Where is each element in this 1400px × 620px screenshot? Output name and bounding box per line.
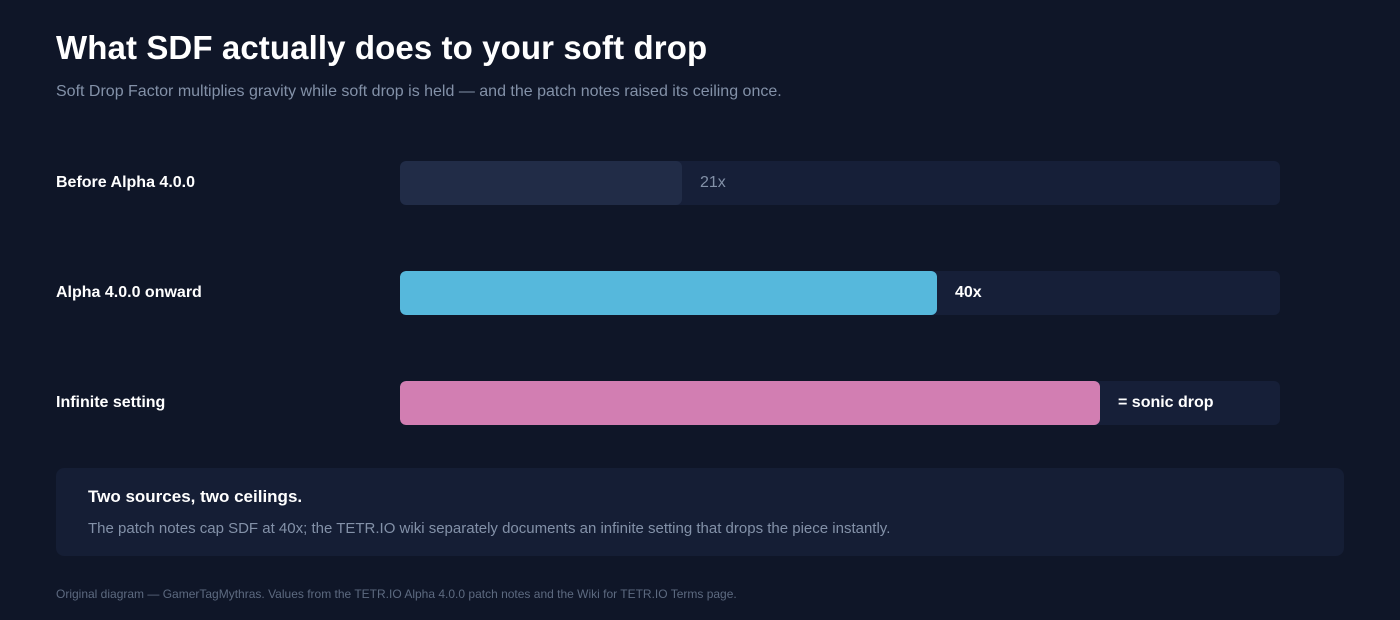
category-label: Before Alpha 4.0.0 xyxy=(56,174,196,191)
bar-infinite xyxy=(400,381,1100,425)
bar-row-alpha-onward: Alpha 4.0.0 onward 40x xyxy=(0,271,1400,315)
bar-track xyxy=(400,271,1280,315)
category-label: Infinite setting xyxy=(56,394,166,411)
value-label: 40x xyxy=(955,284,982,301)
value-label: = sonic drop xyxy=(1118,394,1214,411)
page-title: What SDF actually does to your soft drop xyxy=(56,29,708,66)
bar-row-infinite: Infinite setting = sonic drop xyxy=(0,381,1400,425)
source-footer: Original diagram — GamerTagMythras. Valu… xyxy=(56,587,737,601)
note-text: The patch notes cap SDF at 40x; the TETR… xyxy=(88,520,891,537)
bar-row-before-alpha: Before Alpha 4.0.0 21x xyxy=(0,161,1400,205)
note-card: Two sources, two ceilings. The patch not… xyxy=(56,468,1344,556)
bar-alpha-onward xyxy=(400,271,937,315)
note-title: Two sources, two ceilings. xyxy=(88,487,303,506)
bar-track xyxy=(400,161,1280,205)
value-label: 21x xyxy=(700,174,726,191)
category-label: Alpha 4.0.0 onward xyxy=(56,284,202,301)
page-subtitle: Soft Drop Factor multiplies gravity whil… xyxy=(56,83,782,100)
bar-track xyxy=(400,381,1280,425)
bar-before-alpha xyxy=(400,161,682,205)
